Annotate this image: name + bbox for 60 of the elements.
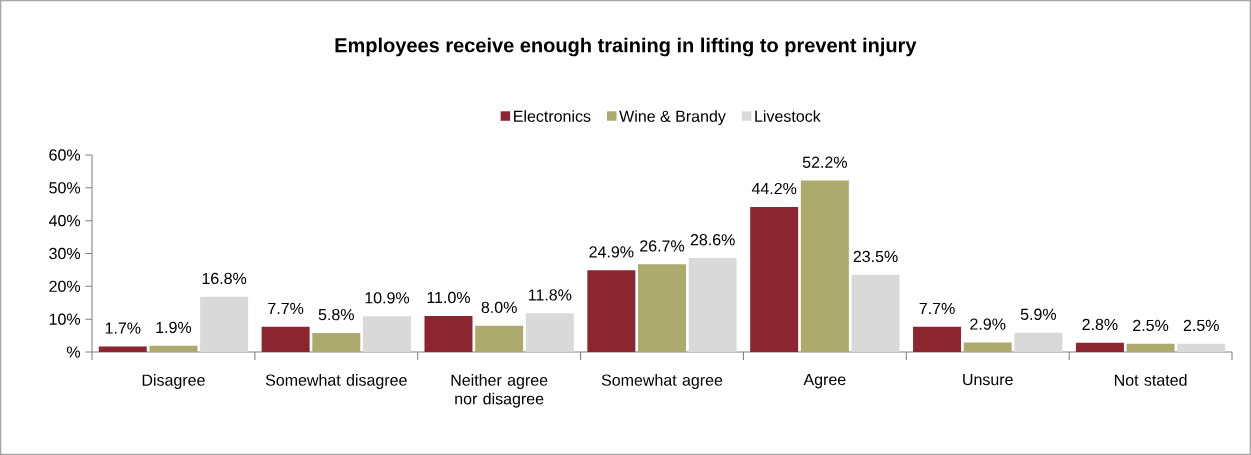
bar xyxy=(312,332,361,352)
legend-label: Livestock xyxy=(755,110,821,122)
y-tick-label: 40% xyxy=(48,215,81,227)
data-label: 1.7% xyxy=(105,322,141,334)
data-label: 26.7% xyxy=(640,240,685,252)
legend-label: Wine & Brandy xyxy=(619,110,726,126)
x-tick-label: Disagree xyxy=(142,374,205,389)
x-tick-label: Unsure xyxy=(963,374,1013,386)
data-label: 2.9% xyxy=(970,318,1006,330)
x-tick-label: Neither agree nor disagree xyxy=(451,374,548,408)
x-tick-label: Somewhat disagree xyxy=(265,374,407,389)
bar xyxy=(525,313,574,352)
bar xyxy=(800,180,849,352)
bar xyxy=(200,296,249,352)
data-label: 24.9% xyxy=(589,246,634,258)
x-tick-label: Not stated xyxy=(1114,374,1187,386)
y-tick-label: 30% xyxy=(49,247,81,260)
data-label: 44.2% xyxy=(751,182,797,195)
data-label: 1.9% xyxy=(156,321,192,334)
y-tick-label: 50% xyxy=(49,182,81,194)
bar xyxy=(424,315,473,352)
data-label: 2.5% xyxy=(1133,319,1169,332)
y-tick-label: % xyxy=(66,346,81,358)
data-label: 2.5% xyxy=(1183,319,1219,332)
bar xyxy=(851,274,900,352)
bar xyxy=(750,206,799,352)
bar xyxy=(1126,343,1175,352)
data-label: 10.9% xyxy=(365,292,410,304)
bar xyxy=(688,258,737,352)
y-tick-label: 60% xyxy=(49,149,81,161)
x-tick-label: Agree xyxy=(803,374,846,389)
bar xyxy=(475,325,524,352)
bar xyxy=(963,342,1012,352)
bar xyxy=(362,316,411,352)
bar xyxy=(149,345,198,352)
bar xyxy=(1177,343,1226,352)
data-label: 23.5% xyxy=(853,250,898,263)
bar xyxy=(638,264,687,352)
bar xyxy=(587,270,636,352)
data-label: 8.0% xyxy=(481,301,517,314)
y-tick-label: 20% xyxy=(49,280,81,292)
bar xyxy=(913,326,962,352)
data-label: 7.7% xyxy=(919,302,955,314)
bar xyxy=(1075,342,1124,352)
data-label: 28.6% xyxy=(690,234,735,246)
x-tick-label: Somewhat agree xyxy=(601,374,723,389)
bar xyxy=(261,326,310,352)
bar xyxy=(1014,332,1063,352)
data-label: 5.9% xyxy=(1020,308,1057,320)
bar xyxy=(98,346,147,352)
legend-label: Electronics xyxy=(514,110,591,122)
data-label: 52.2% xyxy=(802,156,847,168)
data-label: 11.8% xyxy=(528,289,572,301)
data-label: 2.8% xyxy=(1082,318,1118,331)
data-label: 5.8% xyxy=(318,308,354,321)
data-label: 7.7% xyxy=(268,302,304,314)
y-tick-label: 10% xyxy=(49,313,81,325)
data-label: 11.0% xyxy=(427,291,470,304)
data-label: 16.8% xyxy=(202,272,247,285)
chart-title: Employees receive enough training in lifting to prevent injury xyxy=(335,37,917,57)
